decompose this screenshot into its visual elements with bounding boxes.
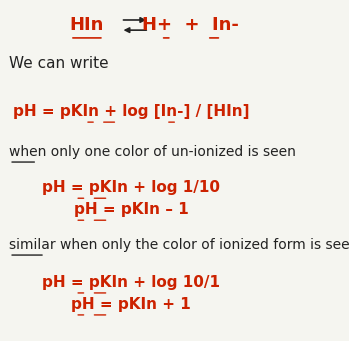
Text: We can write: We can write xyxy=(9,57,109,72)
Text: HIn: HIn xyxy=(70,16,104,34)
Text: pH = pKIn – 1: pH = pKIn – 1 xyxy=(74,202,188,217)
Text: pH = pKIn + 1: pH = pKIn + 1 xyxy=(71,297,191,312)
Text: H+  +  In-: H+ + In- xyxy=(142,16,239,34)
Text: when only one color of un-ionized is seen: when only one color of un-ionized is see… xyxy=(9,145,296,159)
Text: pH = pKIn + log 10/1: pH = pKIn + log 10/1 xyxy=(42,275,220,290)
Text: similar when only the color of ionized form is seen: similar when only the color of ionized f… xyxy=(9,238,349,252)
Text: pH = pKIn + log 1/10: pH = pKIn + log 1/10 xyxy=(42,180,220,195)
Text: pH = pKIn + log [In-] / [HIn]: pH = pKIn + log [In-] / [HIn] xyxy=(13,104,249,119)
